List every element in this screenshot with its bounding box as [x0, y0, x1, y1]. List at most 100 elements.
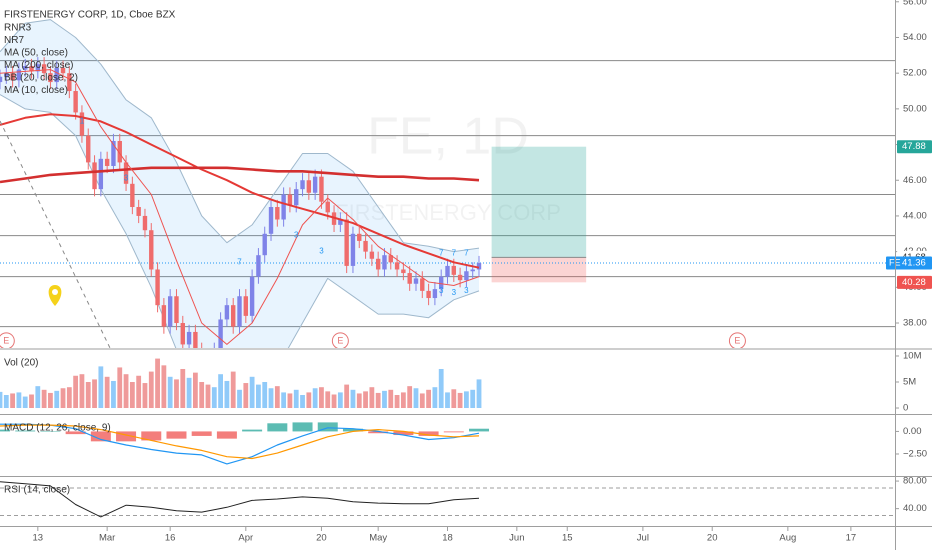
volume-bar — [369, 387, 375, 409]
candle-body — [325, 201, 330, 213]
volume-bar — [98, 366, 104, 409]
volume-bar — [230, 371, 236, 409]
candle-body — [401, 269, 406, 274]
candle-body — [0, 76, 3, 83]
x-tick-label: Jul — [637, 533, 649, 544]
candle-body — [294, 189, 299, 206]
candle-body — [369, 251, 375, 259]
volume-bar — [407, 386, 413, 409]
candle-body — [350, 233, 356, 266]
td-count: 3 — [294, 231, 299, 240]
position-profit[interactable] — [491, 146, 587, 258]
candle-body — [382, 255, 387, 270]
histogram-bar — [317, 422, 338, 432]
volume-bar — [16, 392, 22, 409]
td-count: 3 — [439, 286, 444, 295]
candle-body — [357, 233, 362, 241]
position-loss[interactable] — [491, 257, 587, 283]
histogram-bar — [418, 431, 439, 436]
moving-average — [0, 69, 480, 345]
x-tick-label: 20 — [316, 533, 327, 544]
indicator-line — [0, 423, 480, 465]
event-marker[interactable] — [728, 332, 746, 349]
candle-body — [312, 176, 318, 193]
volume-bar — [363, 391, 368, 409]
candle-body — [161, 305, 167, 327]
volume-bar — [41, 389, 47, 409]
candle-body — [193, 331, 198, 348]
volume-bar — [104, 376, 110, 409]
volume-bar — [400, 392, 406, 409]
candle-body — [432, 289, 438, 299]
candle-body — [10, 73, 15, 81]
candle-body — [464, 271, 469, 281]
volume-bar — [48, 392, 53, 409]
watermark-subtitle: FIRSTENERGY CORP — [335, 200, 561, 225]
candle-body — [470, 269, 475, 272]
candle-body — [23, 66, 28, 70]
x-tick-label: 18 — [442, 533, 453, 544]
y-tick-label: 40.00 — [903, 503, 927, 514]
volume-bar — [249, 376, 255, 409]
candle-body — [98, 158, 104, 190]
volume-bar — [192, 372, 198, 409]
volume-bar — [167, 376, 173, 409]
event-marker[interactable] — [331, 332, 349, 349]
last-price-label: 41.36 — [902, 258, 926, 269]
last-price-box — [886, 256, 932, 270]
volume-bar — [174, 379, 179, 409]
target-price-label: 47.88 — [902, 141, 926, 152]
td-count: 3 — [464, 286, 469, 295]
volume-bar — [60, 388, 66, 409]
candle-body — [388, 255, 393, 263]
candle-body — [79, 112, 85, 136]
candle-body — [142, 215, 148, 231]
candle-body — [262, 233, 267, 256]
volume-bar — [29, 394, 34, 409]
event-label: E — [337, 336, 343, 346]
volume-bar — [281, 392, 287, 409]
histogram-bar — [166, 431, 187, 439]
volume-bar — [22, 396, 28, 409]
volume-bar — [287, 393, 293, 409]
candle-body — [67, 73, 72, 92]
band-lower — [0, 94, 480, 348]
histogram-bar — [342, 428, 363, 432]
histogram-bar — [469, 428, 490, 432]
candle-body — [60, 67, 66, 74]
histogram-bar — [141, 431, 162, 441]
histogram-bar — [242, 429, 263, 432]
histogram-bar — [292, 422, 313, 432]
y-tick-label: −2.50 — [903, 448, 927, 459]
candle-body — [275, 207, 280, 220]
candle-body — [268, 207, 274, 234]
candle-body — [130, 183, 135, 208]
candle-body — [86, 135, 91, 163]
x-tick-label: 15 — [562, 533, 573, 544]
indicator-label: MA (50, close) — [4, 48, 68, 59]
volume-bar — [186, 377, 192, 409]
x-tick-label: Jun — [509, 533, 524, 544]
volume-bar — [375, 392, 381, 409]
marker-pin[interactable] — [48, 285, 62, 306]
volume-bar — [66, 387, 72, 409]
x-tick-label: 13 — [33, 533, 44, 544]
volume-bar — [199, 382, 205, 409]
candle-body — [438, 276, 444, 290]
td-count: 3 — [452, 288, 457, 297]
candle-body — [375, 258, 381, 270]
volume-bar — [476, 379, 482, 409]
y-tick-label: 10M — [903, 350, 922, 361]
candle-body — [92, 162, 97, 190]
volume-bar — [142, 383, 148, 409]
volume-bar — [256, 384, 261, 409]
candle-body — [117, 140, 122, 163]
volume-bar — [205, 384, 211, 409]
event-marker[interactable] — [0, 332, 15, 349]
volume-bar — [111, 380, 116, 409]
volume-bar — [85, 382, 91, 409]
band-fill — [0, 19, 479, 348]
volume-bar — [54, 390, 60, 409]
